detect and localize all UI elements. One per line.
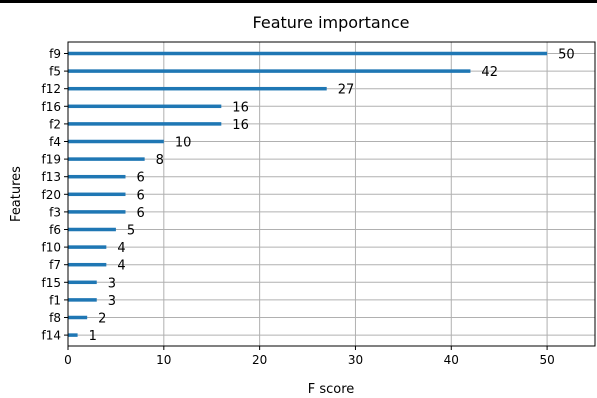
value-label-f10: 4 (117, 241, 125, 256)
value-label-f8: 2 (98, 312, 106, 327)
y-tick-label-f6: f6 (49, 223, 61, 237)
x-tick-label: 50 (539, 353, 554, 367)
y-axis-label: Features (9, 166, 24, 222)
value-label-f2: 16 (232, 118, 249, 133)
bar-f19 (68, 157, 145, 161)
bar-f2 (68, 122, 222, 126)
y-tick-label-f7: f7 (49, 258, 61, 272)
chart-title: Feature importance (253, 13, 410, 32)
bars (68, 51, 548, 337)
value-label-f6: 5 (127, 224, 135, 239)
bar-f20 (68, 192, 126, 197)
x-axis: 0 10 20 30 40 50 (64, 346, 555, 367)
top-border-rule (0, 0, 597, 3)
bar-f8 (68, 315, 88, 320)
y-tick-label-f12: f12 (42, 82, 62, 96)
y-tick-label-f4: f4 (49, 135, 61, 149)
value-label-f9: 50 (558, 48, 575, 63)
bar-f7 (68, 262, 107, 267)
bar-f13 (68, 174, 126, 179)
bar-f9 (68, 51, 548, 56)
bar-f1 (68, 298, 97, 302)
bar-f5 (68, 69, 471, 73)
value-label-f7: 4 (117, 259, 125, 274)
value-label-f12: 27 (338, 83, 355, 98)
x-tick-label: 20 (252, 353, 267, 367)
bar-f16 (68, 104, 222, 109)
y-tick-label-f16: f16 (42, 100, 62, 114)
value-label-f20: 6 (136, 188, 144, 203)
bar-f3 (68, 210, 126, 214)
y-tick-label-f9: f9 (49, 47, 61, 61)
y-tick-label-f13: f13 (42, 170, 62, 184)
bar-f10 (68, 245, 107, 249)
value-label-f13: 6 (136, 171, 144, 186)
value-label-f15: 3 (108, 276, 116, 291)
y-axis: f9 f5 f12 f16 f2 f4 f19 f13 f20 f3 f6 f10 f7 f15 f1 f8 f… (42, 47, 68, 343)
y-tick-label-f3: f3 (49, 205, 61, 219)
x-tick-label: 30 (348, 353, 363, 367)
x-tick-label: 0 (64, 353, 72, 367)
bar-f14 (68, 333, 78, 337)
y-tick-label-f10: f10 (42, 241, 62, 255)
value-label-f4: 10 (175, 136, 192, 151)
value-label-f19: 8 (156, 153, 164, 168)
y-tick-label-f8: f8 (49, 311, 61, 325)
bar-f4 (68, 139, 164, 144)
y-tick-label-f2: f2 (49, 117, 61, 131)
y-tick-label-f15: f15 (42, 276, 62, 290)
value-label-f16: 16 (232, 100, 249, 115)
bar-f12 (68, 86, 327, 91)
x-tick-label: 10 (156, 353, 171, 367)
y-tick-label-f20: f20 (42, 188, 62, 202)
value-label-f3: 6 (136, 206, 144, 221)
bar-f6 (68, 227, 116, 232)
value-label-f1: 3 (108, 294, 116, 309)
value-label-f14: 1 (89, 329, 97, 344)
y-tick-label-f1: f1 (49, 293, 61, 307)
y-tick-label-f19: f19 (42, 153, 62, 167)
y-tick-label-f14: f14 (42, 329, 62, 343)
value-label-f5: 42 (481, 65, 498, 80)
x-axis-label: F score (308, 382, 355, 397)
x-tick-label: 40 (444, 353, 459, 367)
y-tick-label-f5: f5 (49, 65, 61, 79)
bar-f15 (68, 280, 97, 285)
